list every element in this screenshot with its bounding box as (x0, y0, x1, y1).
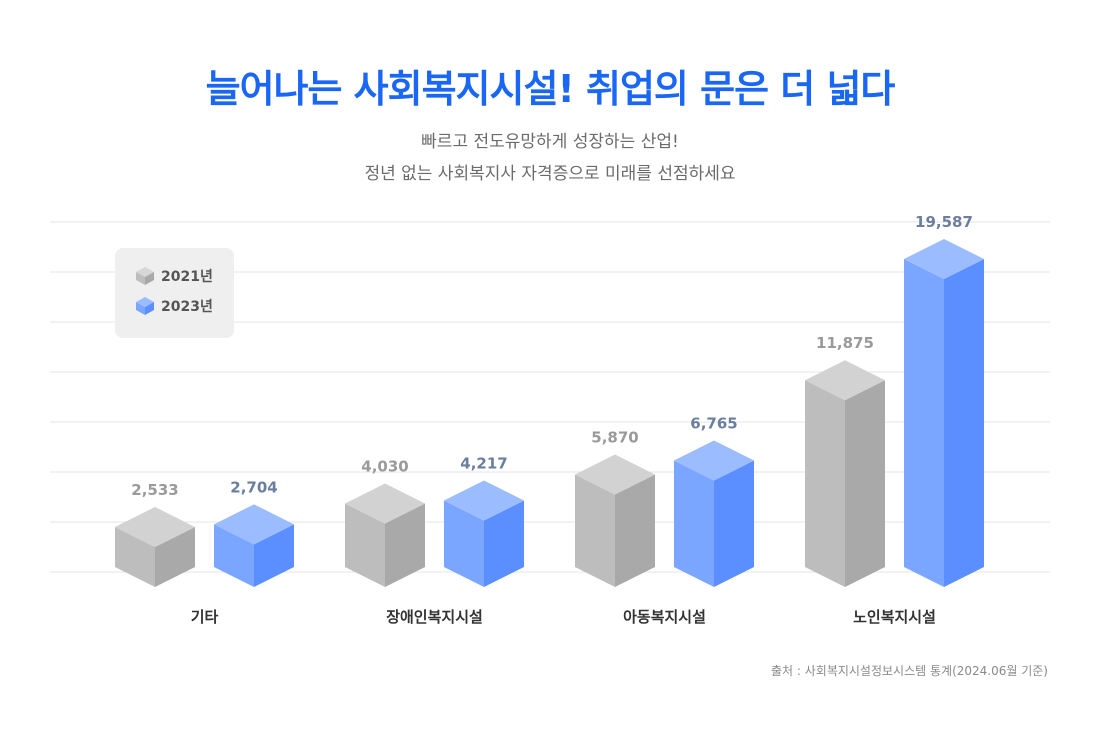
bar-top-face (904, 239, 984, 279)
bar-top-face (444, 480, 524, 521)
data-label: 6,765 (690, 414, 737, 432)
category-label: 노인복지시설 (853, 608, 936, 626)
subtitle: 빠르고 전도유망하게 성장하는 산업! 정년 없는 사회복지사 자격증으로 미래… (0, 126, 1100, 190)
bar-2021년-기타 (115, 507, 195, 587)
bar-top-face (345, 483, 425, 524)
bar-right-face (484, 500, 524, 587)
data-label: 2,704 (230, 478, 277, 496)
legend-item-2023: 2023년 (135, 296, 213, 316)
legend: 2021년 2023년 (115, 248, 234, 338)
category-label: 아동복지시설 (623, 608, 706, 626)
bar-2021년-노인복지시설 (805, 360, 885, 587)
bar-top-face (115, 507, 195, 547)
legend-label-2021: 2021년 (161, 269, 213, 285)
data-label: 4,217 (460, 455, 507, 473)
subtitle-line-2: 정년 없는 사회복지사 자격증으로 미래를 선점하세요 (364, 164, 736, 184)
source-note: 출처 : 사회복지시설정보시스템 통계(2024.06월 기준) (770, 664, 1048, 678)
cube-icon (136, 297, 154, 315)
bar-left-face (674, 460, 714, 587)
bar-top-face (575, 454, 655, 495)
bar-left-face (805, 380, 845, 587)
bar-right-face (615, 474, 655, 587)
page-title: 늘어나는 사회복지시설! 취업의 문은 더 넓다 (205, 67, 896, 111)
data-label: 11,875 (816, 334, 874, 352)
bar-right-face (944, 259, 984, 587)
bar-left-face (904, 259, 944, 587)
data-label: 5,870 (591, 429, 638, 447)
bar-top-face (214, 504, 294, 545)
legend-item-2021: 2021년 (135, 266, 213, 286)
data-label: 4,030 (361, 457, 408, 475)
category-label: 기타 (191, 608, 219, 626)
bar-left-face (444, 500, 484, 587)
bar-left-face (214, 524, 254, 587)
bar-right-face (385, 503, 425, 587)
bar-top-face (805, 360, 885, 401)
bar-right-face (254, 524, 294, 587)
bar-left-face (345, 503, 385, 587)
bar-top-face (674, 440, 754, 481)
bar-2021년-장애인복지시설 (345, 483, 425, 587)
data-label: 2,533 (131, 481, 178, 499)
bar-2023년-장애인복지시설 (444, 480, 524, 587)
category-label: 장애인복지시설 (386, 608, 483, 626)
bar-right-face (845, 380, 885, 587)
subtitle-line-1: 빠르고 전도유망하게 성장하는 산업! (421, 132, 679, 152)
bar-right-face (714, 460, 754, 587)
bar-2023년-아동복지시설 (674, 440, 754, 587)
bar-2023년-노인복지시설 (904, 239, 984, 587)
legend-label-2023: 2023년 (161, 299, 213, 315)
bar-2023년-기타 (214, 504, 294, 587)
bar-2021년-아동복지시설 (575, 454, 655, 587)
data-label: 19,587 (915, 213, 973, 231)
cube-icon (136, 267, 154, 285)
bar-left-face (575, 474, 615, 587)
